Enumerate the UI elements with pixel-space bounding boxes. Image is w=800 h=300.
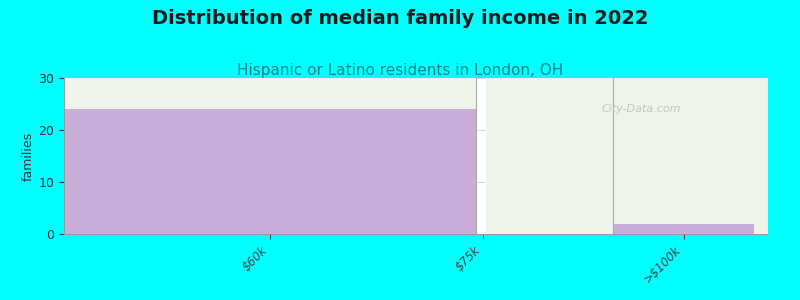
Text: Hispanic or Latino residents in London, OH: Hispanic or Latino residents in London, …: [237, 63, 563, 78]
Y-axis label: families: families: [22, 131, 34, 181]
Text: Distribution of median family income in 2022: Distribution of median family income in …: [152, 9, 648, 28]
Bar: [613, 224, 754, 234]
Bar: [486, 78, 768, 234]
Text: City-Data.com: City-Data.com: [602, 104, 681, 114]
Bar: [64, 78, 476, 234]
Bar: [64, 109, 476, 234]
